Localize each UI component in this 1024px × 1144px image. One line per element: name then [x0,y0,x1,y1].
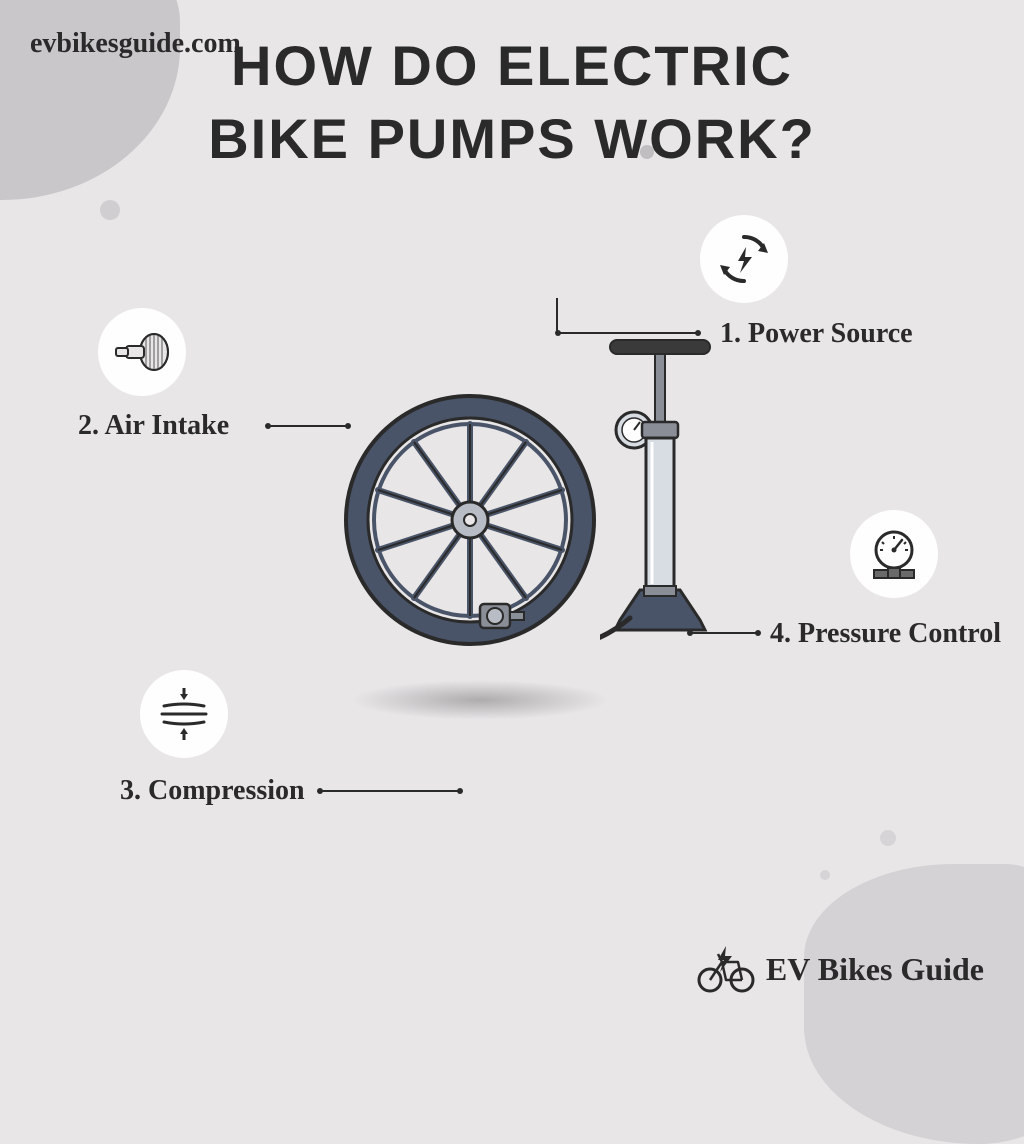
title-line-2: BIKE PUMPS WORK? [0,103,1024,176]
step-2-label: 2. Air Intake [78,410,229,442]
pressure-control-icon-circle [850,510,938,598]
title-line-1: HOW DO ELECTRIC [0,30,1024,103]
power-cycle-icon [714,229,774,289]
bike-wheel-icon [340,390,600,650]
leader-line-2 [268,425,348,427]
leader-line-1v [556,298,558,334]
step-1-label: 1. Power Source [720,318,913,350]
decorative-dot [100,200,120,220]
step-3-label: 3. Compression [120,775,305,807]
step-4-label: 4. Pressure Control [770,618,1001,650]
brand-logo-text: EV Bikes Guide [766,951,984,988]
pressure-gauge-icon [864,524,924,584]
ev-bike-logo-icon [696,944,756,994]
decorative-dot [820,870,830,880]
air-filter-icon [110,328,174,376]
central-illustration [340,360,720,680]
power-source-icon-circle [700,215,788,303]
brand-logo: EV Bikes Guide [696,944,984,994]
air-intake-icon-circle [98,308,186,396]
compression-icon-circle [140,670,228,758]
page-title: HOW DO ELECTRIC BIKE PUMPS WORK? [0,30,1024,176]
bike-pump-icon [600,330,720,660]
compress-arrows-icon [154,684,214,744]
decorative-dot [640,145,654,159]
leader-line-3 [320,790,460,792]
central-shadow [350,680,610,720]
decorative-dot [880,830,896,846]
background-blob-bottom-right [804,864,1024,1144]
